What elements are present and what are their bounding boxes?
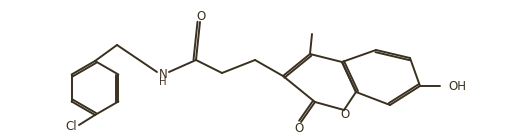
Text: O: O [341,109,350,121]
Text: H: H [159,77,167,87]
Text: Cl: Cl [66,120,77,132]
Text: O: O [294,123,303,135]
Text: N: N [158,67,167,81]
Text: O: O [197,10,205,22]
Text: OH: OH [448,81,466,94]
